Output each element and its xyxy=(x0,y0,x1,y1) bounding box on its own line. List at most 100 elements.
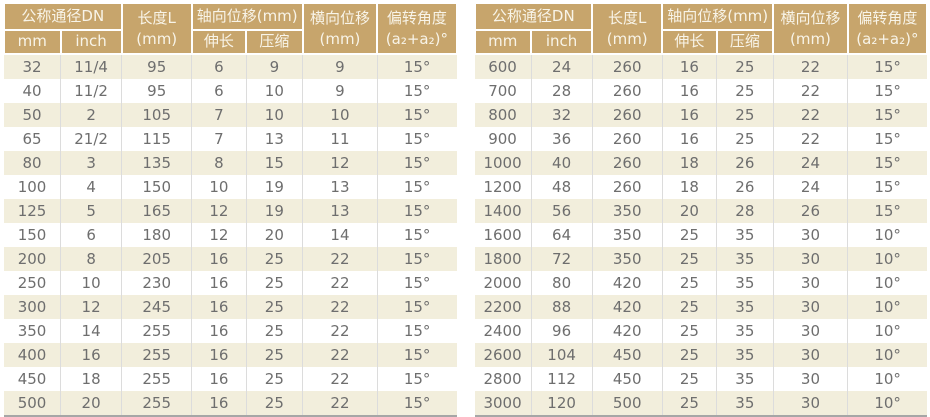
header-mm: mm xyxy=(473,29,533,55)
cell: 260 xyxy=(591,79,663,103)
cell: 15° xyxy=(376,175,457,199)
cell: 350 xyxy=(591,223,663,247)
cell: 25 xyxy=(716,127,774,151)
cell: 150 xyxy=(121,175,192,199)
header-compression: 压缩 xyxy=(715,29,775,55)
spec-table-right: 公称通径DN 长度L (mm) 轴向位移(mm) 横向位移 (mm) 偏转角度 … xyxy=(473,2,929,417)
cell: 2 xyxy=(60,103,122,127)
cell: 115 xyxy=(121,127,192,151)
cell: 10 xyxy=(302,103,378,127)
cell: 15 xyxy=(245,151,303,175)
cell: 16 xyxy=(191,343,247,367)
cell: 180 xyxy=(121,223,192,247)
cell: 15° xyxy=(847,175,927,199)
cell: 10° xyxy=(847,295,927,319)
cell: 18 xyxy=(661,175,717,199)
cell: 22 xyxy=(302,295,378,319)
cell: 11 xyxy=(302,127,378,151)
cell: 35 xyxy=(716,319,774,343)
cell: 10° xyxy=(847,271,927,295)
cell: 20 xyxy=(245,223,303,247)
cell: 350 xyxy=(4,319,61,343)
header-elongation: 伸长 xyxy=(190,29,248,55)
cell: 700 xyxy=(474,79,532,103)
header-angle-formula: (a₂+a₂)° xyxy=(385,29,448,48)
table-row: 2600 104 450 25 35 30 10° xyxy=(474,343,927,367)
cell: 3 xyxy=(60,151,122,175)
spec-table-left: 公称通径DN 长度L (mm) 轴向位移(mm) 横向位移 (mm) 偏转角度 … xyxy=(3,2,458,417)
table-row: 700 28 260 16 25 22 15° xyxy=(474,79,927,103)
table-row: 3000 120 500 25 35 30 10° xyxy=(474,391,927,416)
cell: 30 xyxy=(772,343,848,367)
table-row: 900 36 260 16 25 22 15° xyxy=(474,127,927,151)
cell: 300 xyxy=(4,295,61,319)
cell: 255 xyxy=(121,391,192,416)
cell: 30 xyxy=(772,367,848,391)
cell: 900 xyxy=(474,127,532,151)
header-axial-displacement: 轴向位移(mm) xyxy=(190,2,304,31)
header-angle-formula: (a₂+a₂)° xyxy=(856,29,919,48)
cell: 35 xyxy=(716,223,774,247)
cell: 450 xyxy=(4,367,61,391)
header-inch: inch xyxy=(530,29,594,55)
cell: 6 xyxy=(60,223,122,247)
cell: 16 xyxy=(661,127,717,151)
header-mm: mm xyxy=(3,29,62,55)
table-row: 2800 112 450 25 35 30 10° xyxy=(474,367,927,391)
cell: 120 xyxy=(530,391,593,416)
cell: 35 xyxy=(716,295,774,319)
cell: 72 xyxy=(530,247,593,271)
cell: 260 xyxy=(591,103,663,127)
cell: 65 xyxy=(4,127,61,151)
cell: 30 xyxy=(772,319,848,343)
cell: 9 xyxy=(302,54,378,79)
header-inch: inch xyxy=(59,29,123,55)
cell: 10° xyxy=(847,247,927,271)
cell: 19 xyxy=(245,199,303,223)
table-row: 50 2 105 7 10 10 15° xyxy=(4,103,457,127)
cell: 230 xyxy=(121,271,192,295)
cell: 350 xyxy=(591,247,663,271)
table-row: 1400 56 350 20 28 26 15° xyxy=(474,199,927,223)
cell: 150 xyxy=(4,223,61,247)
header-length-label: 长度L xyxy=(608,9,647,28)
cell: 24 xyxy=(772,151,848,175)
cell: 10 xyxy=(245,103,303,127)
cell: 255 xyxy=(121,319,192,343)
cell: 135 xyxy=(121,151,192,175)
cell: 5 xyxy=(60,199,122,223)
cell: 13 xyxy=(302,175,378,199)
cell: 36 xyxy=(530,127,593,151)
cell: 25 xyxy=(661,343,717,367)
cell: 450 xyxy=(591,367,663,391)
cell: 25 xyxy=(716,103,774,127)
table-header: 公称通径DN 长度L (mm) 轴向位移(mm) 横向位移 (mm) 偏转角度 … xyxy=(473,2,929,55)
table-row: 2200 88 420 25 35 30 10° xyxy=(474,295,927,319)
cell: 10 xyxy=(60,271,122,295)
cell: 260 xyxy=(591,175,663,199)
cell: 1800 xyxy=(474,247,532,271)
cell: 205 xyxy=(121,247,192,271)
cell: 95 xyxy=(121,54,192,79)
cell: 16 xyxy=(661,103,717,127)
cell: 8 xyxy=(60,247,122,271)
table-row: 2400 96 420 25 35 30 10° xyxy=(474,319,927,343)
cell: 15° xyxy=(847,151,927,175)
cell: 80 xyxy=(530,271,593,295)
header-nominal-diameter: 公称通径DN xyxy=(473,2,594,31)
table-row: 450 18 255 16 25 22 15° xyxy=(4,367,457,391)
cell: 22 xyxy=(302,271,378,295)
cell: 10° xyxy=(847,343,927,367)
cell: 16 xyxy=(661,54,717,79)
cell: 7 xyxy=(191,103,247,127)
cell: 25 xyxy=(245,391,303,416)
cell: 20 xyxy=(661,199,717,223)
table-row: 80 3 135 8 15 12 15° xyxy=(4,151,457,175)
cell: 9 xyxy=(302,79,378,103)
cell: 15° xyxy=(376,271,457,295)
cell: 30 xyxy=(772,271,848,295)
cell: 19 xyxy=(245,175,303,199)
cell: 350 xyxy=(591,199,663,223)
cell: 24 xyxy=(772,175,848,199)
